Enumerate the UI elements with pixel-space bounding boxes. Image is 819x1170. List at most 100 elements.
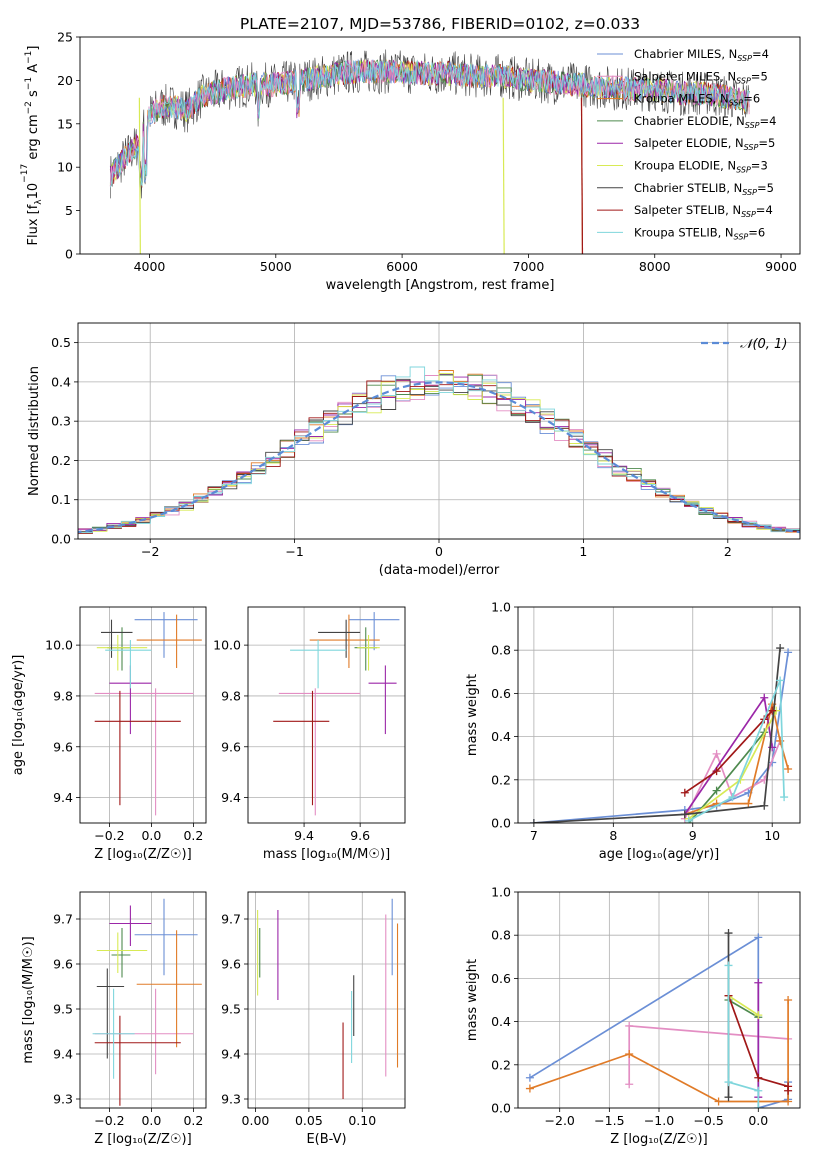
residuals-frame bbox=[77, 322, 801, 540]
y-tick-label: 0.6 bbox=[491, 971, 511, 986]
data-point bbox=[680, 788, 689, 797]
mass_vs_ebv-grid bbox=[248, 892, 405, 1108]
y-tick-label: 0.6 bbox=[491, 686, 511, 701]
series-line bbox=[533, 647, 781, 823]
data-point bbox=[784, 648, 793, 657]
data-point bbox=[525, 1073, 534, 1082]
age_vs_mass-marks bbox=[273, 612, 400, 816]
x-tick-label: 0.0 bbox=[748, 1113, 768, 1128]
y-tick-label: 9.3 bbox=[221, 1092, 241, 1107]
ylabel-part: λ bbox=[34, 199, 44, 205]
mass_vs_Z-panel: −0.2 0.0 0.2 9.3 9.4 9.5 9.6 9.7 Z [log₁₀(Z/Z☉)]… bbox=[21, 891, 207, 1147]
legend-entry: Kroupa STELIB, NSSP=6 bbox=[634, 225, 765, 241]
spectral-dip bbox=[580, 97, 584, 254]
x-tick-label: −2.0 bbox=[545, 1113, 575, 1128]
x-tick-label: 7 bbox=[530, 828, 538, 843]
ylabel-part: A bbox=[26, 64, 41, 77]
data-point bbox=[754, 933, 763, 942]
y-tick-label: 10 bbox=[57, 160, 73, 175]
data-point bbox=[760, 693, 769, 702]
spectrum-xlabel: wavelength [Angstrom, rest frame] bbox=[326, 278, 555, 293]
data-point bbox=[776, 644, 785, 653]
data-point bbox=[712, 749, 721, 758]
mass_vs_Z-ylabel: mass [log₁₀(M/M☉)] bbox=[21, 936, 36, 1063]
y-tick-label: 9.6 bbox=[221, 739, 241, 754]
series-line bbox=[684, 710, 773, 794]
y-tick-label: 9.4 bbox=[53, 790, 73, 805]
ylabel-part: erg cm bbox=[26, 114, 41, 163]
ylabel-part: −2 bbox=[24, 101, 34, 114]
series-line bbox=[727, 965, 760, 1108]
data-point bbox=[712, 786, 721, 795]
age_vs_Z-ylabel: age [log₁₀(age/yr)] bbox=[11, 655, 26, 776]
y-tick-label: 9.7 bbox=[221, 912, 241, 927]
data-point bbox=[724, 929, 733, 938]
data-point bbox=[754, 978, 763, 987]
y-tick-label: 9.5 bbox=[221, 1002, 241, 1017]
y-tick-label: 9.3 bbox=[53, 1092, 73, 1107]
data-point bbox=[784, 996, 793, 1004]
y-tick-label: 0.8 bbox=[491, 643, 511, 658]
ylabel-part: s bbox=[26, 90, 41, 101]
age_vs_Z-panel: −0.2 0.0 0.2 9.4 9.6 9.8 10.0 Z [log₁₀(Z/Z☉)] ag… bbox=[11, 606, 207, 862]
x-tick-label: 0 bbox=[435, 544, 443, 559]
x-tick-label: −0.2 bbox=[94, 1113, 124, 1128]
mass_vs_Z-xlabel: Z [log₁₀(Z/Z☉)] bbox=[94, 1132, 191, 1147]
data-point bbox=[724, 961, 733, 970]
y-tick-label: 10.0 bbox=[213, 638, 241, 653]
weight_vs_age-xlabel: age [log₁₀(age/yr)] bbox=[599, 847, 720, 862]
spectrum-legend: Chabrier MILES, NSSP=4 Salpeter MILES, NS… bbox=[597, 47, 776, 241]
y-tick-label: 25 bbox=[57, 30, 73, 45]
weight_vs_Z-marks bbox=[525, 929, 793, 1108]
mass_vs_ebv-marks bbox=[257, 898, 399, 1099]
weight_vs_age-grid bbox=[518, 606, 800, 824]
data-point bbox=[714, 1097, 723, 1106]
legend-entry: Salpeter STELIB, NSSP=4 bbox=[634, 203, 773, 219]
ylabel-part: −1 bbox=[24, 77, 34, 90]
data-point bbox=[724, 1078, 733, 1087]
legend-entry: Kroupa ELODIE, NSSP=3 bbox=[634, 159, 768, 175]
data-point bbox=[625, 1050, 634, 1058]
weight_vs_Z-xlabel: Z [log₁₀(Z/Z☉)] bbox=[610, 1132, 707, 1147]
series-line bbox=[109, 59, 750, 188]
data-point bbox=[684, 816, 693, 823]
weight_vs_age-panel: 7 8 9 10 0.0 0.2 0.4 0.6 0.8 1.0 age [log₁₀(age/yr… bbox=[465, 600, 801, 862]
y-tick-label: 10.0 bbox=[45, 638, 73, 653]
y-tick-label: 0.2 bbox=[491, 1057, 511, 1072]
x-tick-label: 0.00 bbox=[242, 1113, 270, 1128]
ylabel-part: Flux [f bbox=[26, 204, 41, 245]
y-tick-label: 0.2 bbox=[51, 453, 71, 468]
ylabel-part: ] bbox=[26, 46, 41, 51]
x-tick-label: 0.10 bbox=[348, 1113, 376, 1128]
data-point bbox=[625, 1021, 634, 1030]
data-point bbox=[780, 793, 789, 802]
x-tick-label: −1 bbox=[285, 544, 303, 559]
data-point bbox=[776, 676, 785, 685]
weight_vs_Z-frame bbox=[517, 891, 801, 1109]
y-tick-label: 9.7 bbox=[53, 912, 73, 927]
data-point bbox=[754, 1104, 763, 1108]
age_vs_mass-panel: 9.4 9.6 9.4 9.6 9.8 10.0 mass [log₁₀(M/M☉)] bbox=[213, 606, 406, 862]
y-tick-label: 9.4 bbox=[221, 790, 241, 805]
x-tick-label: 0.0 bbox=[141, 1113, 161, 1128]
x-tick-label: 8000 bbox=[639, 259, 671, 274]
x-tick-label: 9.6 bbox=[350, 828, 370, 843]
figure-title: PLATE=2107, MJD=53786, FIBERID=0102, z=0… bbox=[240, 15, 640, 33]
series-line bbox=[688, 710, 777, 820]
x-tick-label: 5000 bbox=[260, 259, 292, 274]
y-tick-label: 5 bbox=[65, 203, 73, 218]
data-point bbox=[768, 706, 777, 715]
mass_vs_Z-marks bbox=[92, 898, 202, 1106]
y-tick-label: 9.4 bbox=[221, 1047, 241, 1062]
y-tick-label: 0.8 bbox=[491, 928, 511, 943]
x-tick-label: 7000 bbox=[513, 259, 545, 274]
data-point bbox=[525, 1084, 534, 1093]
legend-entry: Chabrier STELIB, NSSP=5 bbox=[634, 181, 774, 197]
age_vs_mass-grid bbox=[248, 607, 405, 823]
x-tick-label: 0.2 bbox=[183, 1113, 203, 1128]
x-tick-label: 9.4 bbox=[294, 828, 314, 843]
data-point bbox=[760, 801, 769, 810]
spectral-dip bbox=[138, 97, 141, 254]
y-tick-label: 9.6 bbox=[221, 957, 241, 972]
data-point bbox=[728, 793, 737, 802]
